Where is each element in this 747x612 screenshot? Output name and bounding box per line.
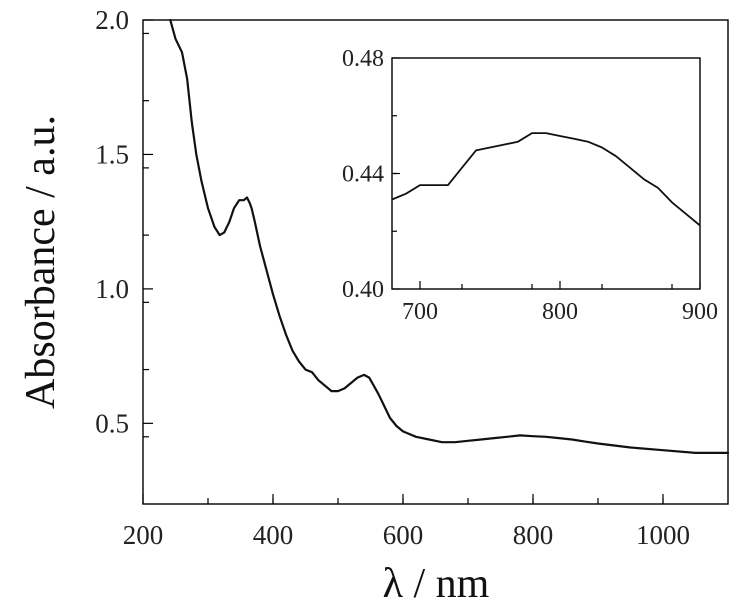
inset-ticks	[392, 57, 701, 290]
inset-x-tick-labels: 700 800 900	[402, 299, 718, 325]
inset-x-tick-label: 900	[682, 299, 718, 325]
main-x-tick-label: 400	[253, 520, 294, 550]
inset-y-tick-label: 0.40	[342, 277, 384, 303]
main-ticks	[142, 19, 664, 504]
inset-series-line	[391, 132, 701, 227]
inset-x-tick-label: 700	[402, 299, 438, 325]
main-series-line	[169, 18, 730, 454]
main-x-tick-label: 200	[123, 520, 164, 550]
main-y-tick-label: 0.5	[95, 408, 129, 438]
main-y-tick-label: 1.0	[95, 274, 129, 304]
main-x-tick-label: 800	[513, 520, 554, 550]
inset-plot: 700 800 900 0.40 0.44 0.48	[342, 46, 718, 325]
main-x-tick-labels: 200 400 600 800 1000	[123, 520, 690, 550]
inset-y-tick-label: 0.48	[342, 46, 384, 72]
main-plot-frame	[142, 19, 729, 505]
inset-y-tick-labels: 0.40 0.44 0.48	[342, 46, 384, 303]
main-plot: 200 400 600 800 1000 0.5 1.0 1.5 2.0	[95, 5, 730, 550]
y-axis-title: Absorbance / a.u.	[18, 115, 64, 409]
x-axis-title: λ / nm	[383, 561, 490, 607]
inset-x-tick-label: 800	[542, 299, 578, 325]
inset-y-tick-label: 0.44	[342, 162, 384, 188]
inset-plot-frame	[391, 57, 701, 290]
main-y-tick-labels: 0.5 1.0 1.5 2.0	[95, 5, 129, 438]
main-y-tick-label: 2.0	[95, 5, 129, 35]
main-x-tick-label: 1000	[636, 520, 690, 550]
main-y-tick-label: 1.5	[95, 139, 129, 169]
main-x-tick-label: 600	[383, 520, 424, 550]
